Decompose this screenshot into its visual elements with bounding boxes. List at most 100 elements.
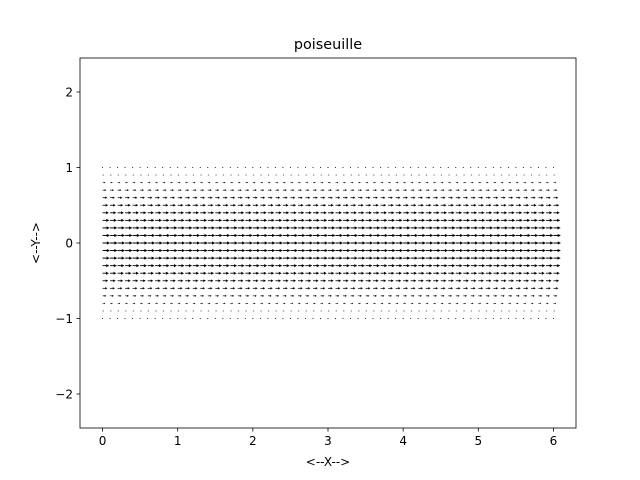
arrow-head [471,310,473,312]
arrow-head [159,256,163,260]
arrow-head [173,264,178,268]
quiver-arrow [395,256,403,260]
arrow-head [428,196,431,199]
quiver-arrow [538,218,546,222]
quiver-arrow [237,317,239,320]
quiver-arrow [455,264,463,268]
quiver-arrow [365,310,368,312]
quiver-arrow [395,189,400,192]
arrow-head [106,218,110,222]
quiver-arrow [335,294,340,297]
quiver-arrow [410,203,417,207]
quiver-arrow [328,294,332,297]
quiver-arrow [297,302,301,305]
quiver-arrow [328,189,332,192]
quiver-arrow [470,203,477,207]
quiver-arrow [478,294,483,297]
arrow-head [129,233,133,238]
arrow-head [263,287,266,290]
quiver-arrow [448,264,456,268]
quiver-arrow [207,196,213,199]
arrow-head [196,211,200,215]
arrow-head [246,181,249,184]
arrow-head [505,241,509,245]
y-axis: 210−1−2 [55,85,80,401]
quiver-arrow [440,241,449,245]
arrow-head [512,226,516,230]
arrow-head [466,271,470,275]
arrow-head [120,203,124,207]
quiver-arrow [380,294,385,297]
arrow-head [164,189,167,192]
arrow-head [458,196,461,199]
arrow-head [444,256,448,260]
arrow-head [397,189,400,192]
quiver-arrow [500,310,503,312]
quiver-arrow [102,203,109,207]
quiver-arrow [425,271,433,275]
arrow-head [166,226,170,230]
quiver-arrow [162,233,171,238]
arrow-head [399,211,402,215]
quiver-arrow [207,233,216,238]
arrow-head [118,174,120,176]
quiver-arrow [380,317,382,320]
quiver-arrow [170,211,177,215]
quiver-arrow [110,218,117,222]
arrow-head [219,226,223,230]
arrow-head [459,248,464,253]
arrow-head [382,294,385,297]
quiver-arrow [252,271,260,275]
arrow-head [202,189,205,192]
arrow-head [377,233,381,238]
arrow-head [263,271,267,275]
quiver-arrow [245,241,253,245]
quiver-arrow [440,189,445,192]
quiver-arrow [282,264,290,268]
quiver-arrow [155,189,159,192]
arrow-head [196,226,200,230]
quiver-arrow [335,226,343,230]
arrow-head [382,189,385,192]
x-tick-label: 5 [474,434,482,448]
arrow-head [195,203,199,207]
arrow-head [142,287,145,290]
quiver-arrow [448,302,451,305]
quiver-arrow [297,279,304,283]
quiver-arrow [485,218,493,222]
arrow-head [240,279,244,283]
arrow-head [166,264,170,268]
arrow-head [114,248,118,253]
arrow-head [533,196,536,199]
quiver-arrow [290,174,292,176]
arrow-head [329,302,331,305]
arrow-head [520,233,524,238]
arrow-head [480,196,484,199]
arrow-head [527,264,531,268]
arrow-head [421,218,426,222]
arrow-head [397,294,400,297]
arrow-head [286,279,289,283]
quiver-arrow [274,317,276,320]
arrow-head [482,241,486,245]
arrow-head [216,310,217,312]
quiver-arrow [320,174,322,176]
arrow-head [121,264,125,268]
arrow-head [542,226,546,230]
arrow-head [172,294,175,297]
quiver-arrow [342,166,344,169]
arrow-head [201,310,202,312]
quiver-arrow [267,218,275,222]
arrow-head [195,279,199,283]
quiver-arrow [252,233,261,238]
quiver-arrow [177,241,186,245]
arrow-head [269,181,271,184]
arrow-head [388,310,390,312]
arrow-head [456,310,458,312]
quiver-arrow [455,203,462,207]
arrow-head [549,256,554,260]
arrow-head [306,302,309,305]
quiver-arrow [493,233,501,238]
arrow-head [216,302,218,305]
quiver-arrow [433,241,441,245]
